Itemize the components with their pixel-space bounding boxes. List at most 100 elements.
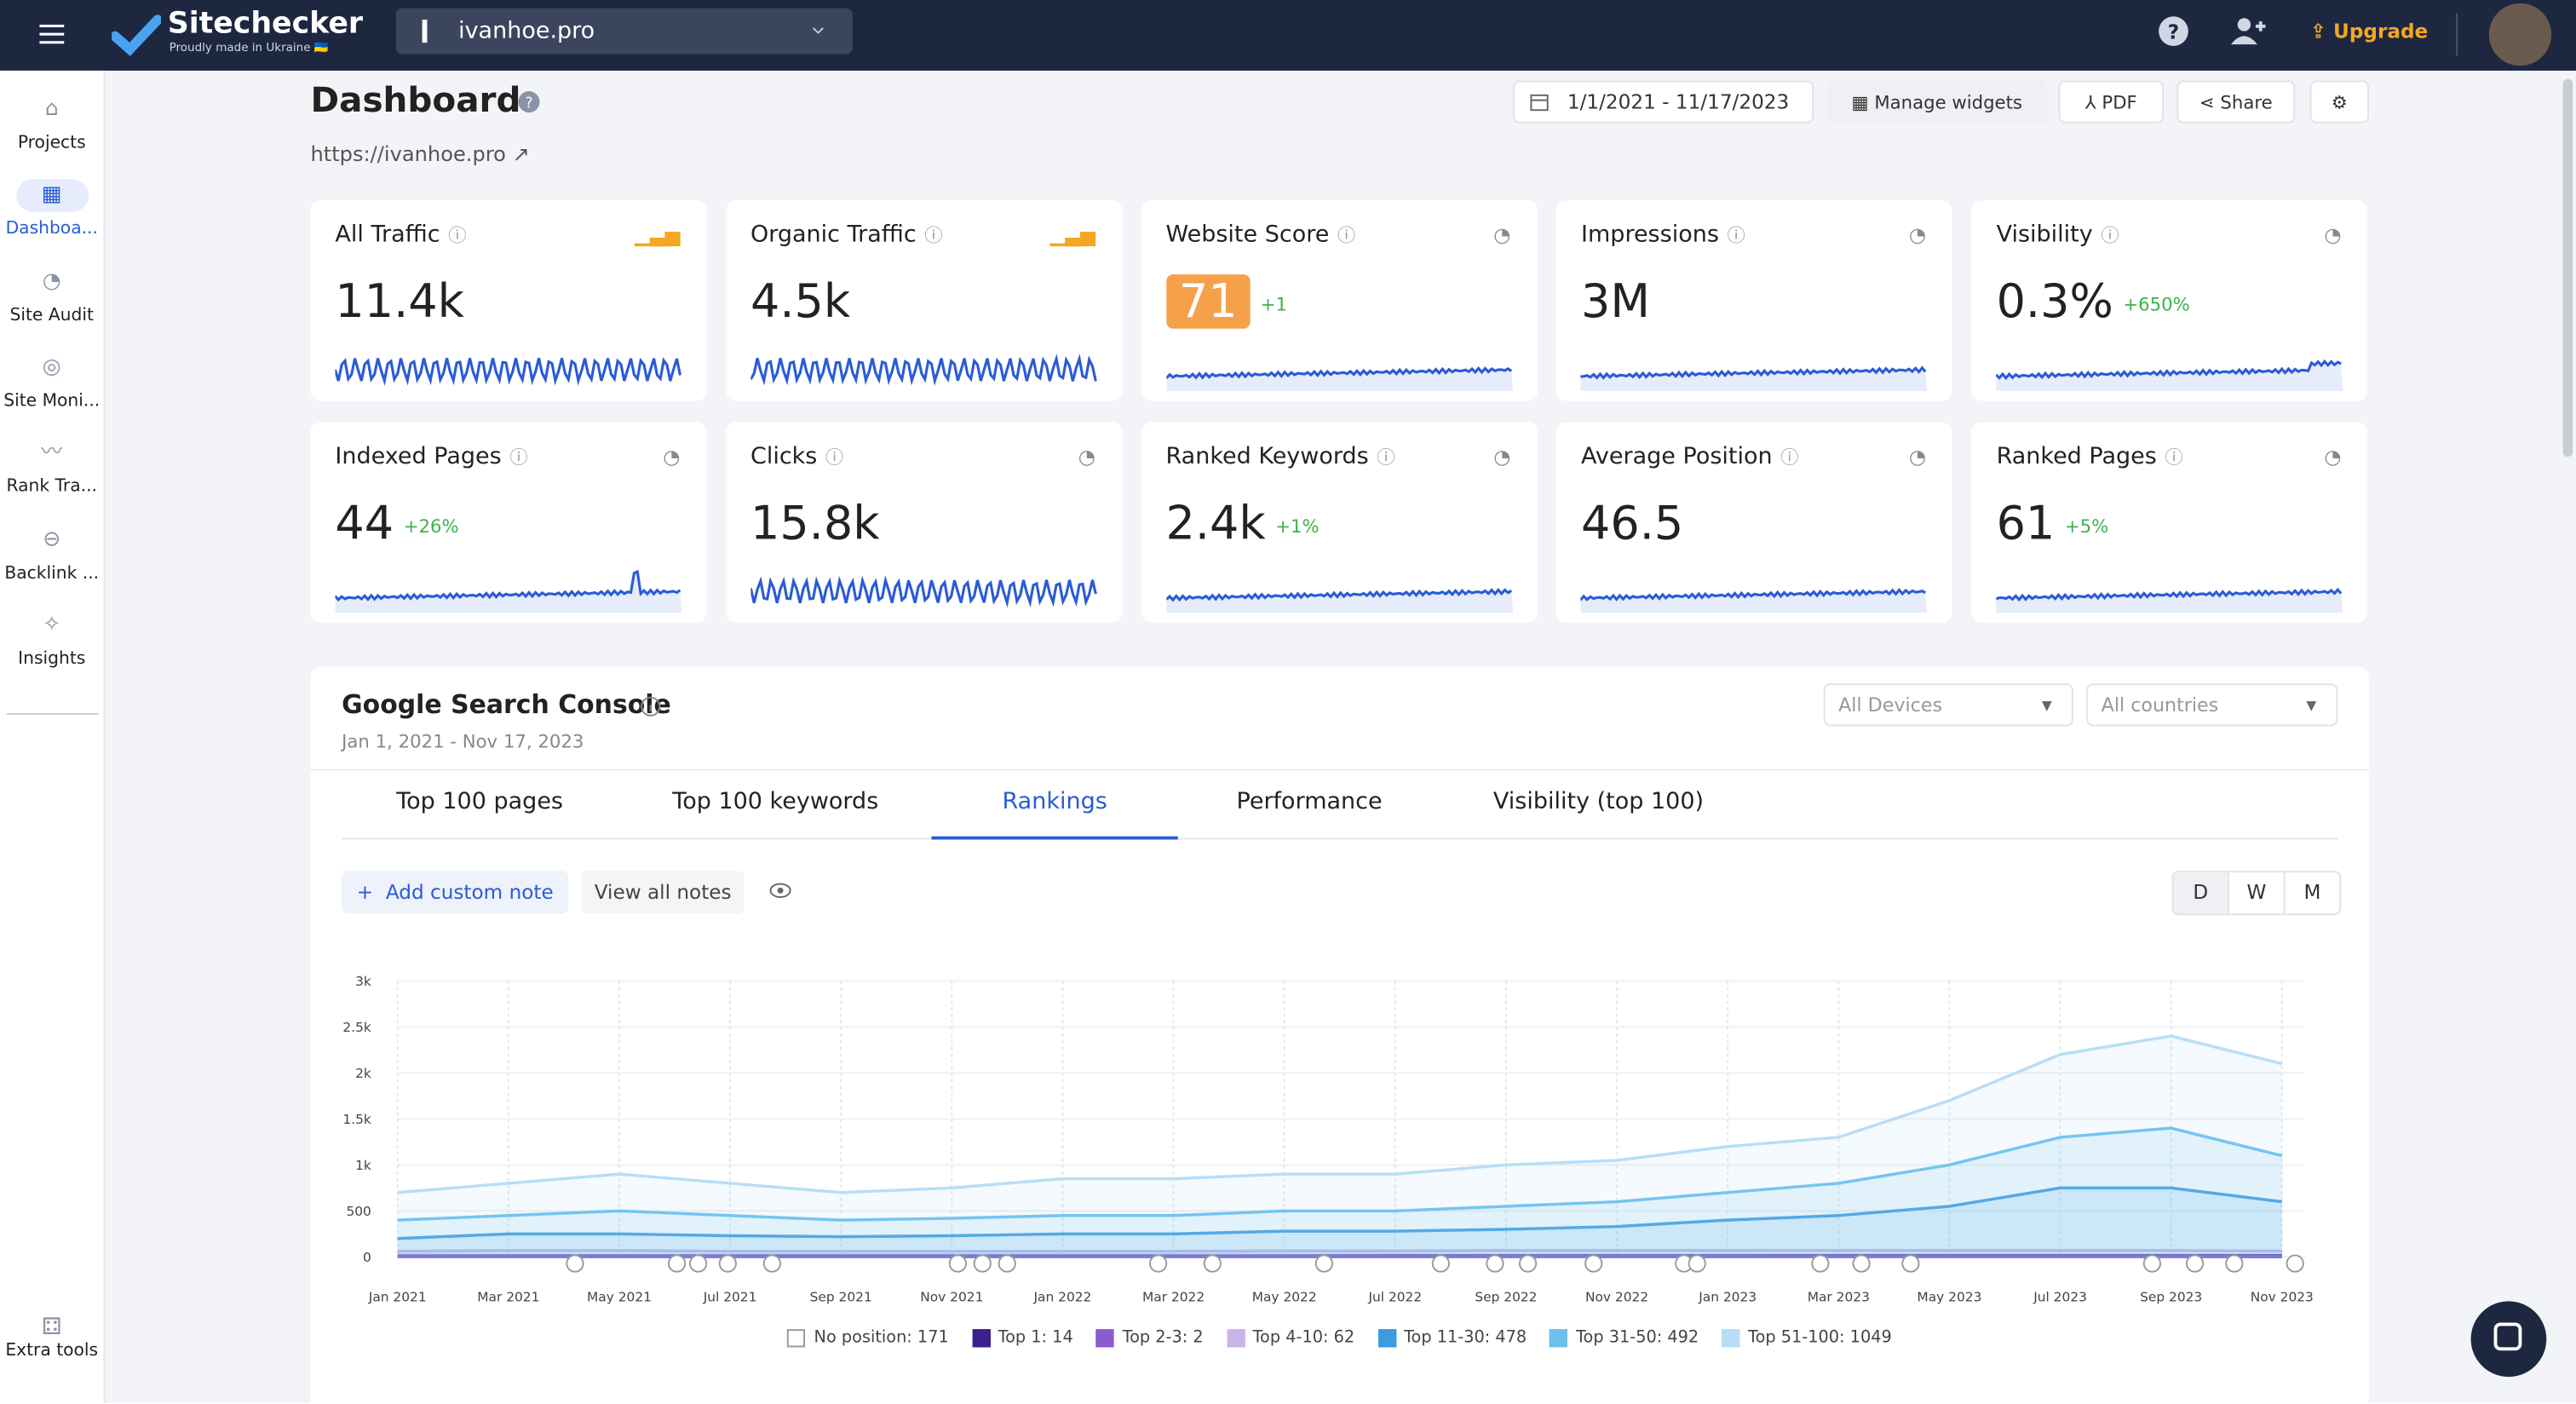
google-update-marker	[2286, 1254, 2304, 1273]
google-update-marker	[1688, 1254, 1706, 1273]
google-update-marker	[762, 1254, 782, 1273]
card-title-text: Impressions	[1581, 222, 1719, 249]
period-option[interactable]: D	[2173, 872, 2228, 914]
legend-item[interactable]: Top 2-3: 2	[1095, 1329, 1204, 1348]
x-tick-label: Jul 2021	[703, 1289, 757, 1304]
card-value-row: 71 +1	[1165, 274, 1287, 329]
manage-widgets[interactable]: ▦ Manage widgets	[1826, 80, 2047, 124]
sparkline-area	[1165, 590, 1513, 613]
sidebar-item[interactable]: ◔ Site Audit	[0, 266, 103, 325]
sparkline	[1996, 587, 2343, 613]
card-value-row: 61 +5%	[1997, 496, 2109, 550]
card-title-text: Visibility	[1996, 222, 2093, 249]
share-button[interactable]: ⋖ Share	[2176, 80, 2296, 124]
google-update-marker	[1486, 1254, 1504, 1273]
pdf-button[interactable]: ⅄ PDF	[2058, 80, 2164, 124]
period-option[interactable]: M	[2283, 872, 2340, 914]
device-filter[interactable]: All Devices ▼	[1823, 683, 2073, 727]
sidebar-item[interactable]: ⌂ Projects	[0, 94, 103, 153]
x-tick-label: Mar 2023	[1808, 1289, 1870, 1304]
sidebar-item[interactable]: ✧ Insights	[0, 609, 103, 669]
info-icon: ⓘ	[509, 446, 528, 469]
sidebar-label: Rank Tra...	[6, 476, 97, 497]
info-icon: ⓘ	[1337, 225, 1356, 247]
card-icon: ◔	[1493, 223, 1511, 247]
metric-card: Ranked Keywords ⓘ ◔ 2.4k +1%	[1141, 422, 1538, 623]
legend-item[interactable]: Top 51-100: 1049	[1722, 1329, 1892, 1348]
sidebar-item[interactable]: ⊖ Backlink ...	[0, 523, 103, 583]
menu-icon[interactable]	[39, 23, 66, 46]
card-value: 0.3%	[1996, 274, 2113, 329]
legend-label: Top 51-100: 1049	[1748, 1329, 1892, 1348]
tab[interactable]: Performance	[1236, 788, 1383, 815]
google-update-marker	[1852, 1254, 1871, 1273]
extra-tools[interactable]: ⚃ Extra tools	[5, 1314, 99, 1361]
page-title: Dashboard	[310, 80, 521, 120]
eye-icon[interactable]	[769, 883, 792, 899]
google-update-marker	[718, 1254, 737, 1273]
date-range[interactable]: 1/1/2021 - 11/17/2023	[1513, 80, 1814, 124]
series-area	[397, 1036, 2282, 1257]
legend-label: Top 31-50: 492	[1576, 1329, 1699, 1348]
sparkline-line	[1996, 359, 2343, 381]
project-select[interactable]: ivanhoe.pro	[395, 8, 853, 55]
period-option[interactable]: W	[2228, 872, 2284, 914]
card-title: All Traffic ⓘ	[335, 222, 466, 248]
chat-button[interactable]	[2470, 1301, 2547, 1378]
svg-text:?: ?	[525, 95, 532, 112]
sidebar-label: Insights	[18, 648, 86, 669]
card-value: 46.5	[1581, 496, 1684, 551]
google-update-marker	[998, 1254, 1016, 1273]
sidebar-item[interactable]: ▦ Dashboa...	[0, 179, 103, 239]
legend-item[interactable]: Top 31-50: 492	[1550, 1329, 1699, 1348]
tab[interactable]: Top 100 keywords	[672, 788, 879, 815]
card-value: 3M	[1581, 274, 1651, 329]
sparkline-area	[335, 571, 682, 613]
card-icon: ▁▃▅	[635, 223, 681, 247]
sidebar-item[interactable]: ◎ Site Moni...	[0, 352, 103, 411]
metric-card: Visibility ⓘ ◔ 0.3% +650%	[1971, 200, 2368, 401]
add-user-icon[interactable]	[2229, 16, 2266, 46]
legend-item[interactable]: No position: 171	[787, 1329, 949, 1348]
tab[interactable]: Top 100 pages	[396, 788, 564, 815]
filter-label: All countries	[2101, 693, 2219, 716]
card-icon: ◔	[1078, 445, 1095, 469]
top-bar: Sitechecker Proudly made in Ukraine 🇺🇦 i…	[0, 0, 2576, 71]
card-value-row: 2.4k +1%	[1166, 496, 1320, 550]
upgrade[interactable]: ⇪ Upgrade	[2309, 20, 2429, 43]
tab[interactable]: Visibility (top 100)	[1492, 788, 1705, 815]
settings-button[interactable]: ⚙	[2309, 80, 2369, 124]
card-value: 15.8k	[750, 496, 880, 551]
google-update-marker	[2225, 1254, 2244, 1273]
card-title: Ranked Pages ⓘ	[1997, 444, 2183, 470]
help-icon[interactable]: ?	[2157, 14, 2190, 48]
tagline: Proudly made in Ukraine 🇺🇦	[169, 41, 329, 55]
button-label: View all notes	[594, 880, 732, 904]
filter-label: All Devices	[1838, 693, 1943, 716]
add-note-button[interactable]: + Add custom note	[342, 871, 569, 914]
series-line	[397, 1126, 2283, 1222]
google-update-marker	[566, 1254, 584, 1273]
card-icon: ◔	[1493, 445, 1511, 469]
legend-item[interactable]: Top 1: 14	[971, 1329, 1073, 1348]
view-notes-button[interactable]: View all notes	[581, 871, 745, 914]
avatar[interactable]	[2488, 3, 2552, 66]
x-tick-label: Jan 2023	[1698, 1289, 1757, 1304]
site-url[interactable]: https://ivanhoe.pro ↗	[310, 141, 530, 166]
svg-text:?: ?	[2168, 21, 2179, 43]
help-icon[interactable]: ?	[517, 90, 540, 113]
site-url-text: https://ivanhoe.pro	[310, 141, 506, 166]
card-value-row: 4.5k	[750, 274, 850, 329]
sparkline	[1581, 365, 1928, 391]
legend-item[interactable]: Top 11-30: 478	[1377, 1329, 1527, 1348]
country-filter[interactable]: All countries ▼	[2086, 683, 2338, 727]
legend-item[interactable]: Top 4-10: 62	[1226, 1329, 1354, 1348]
sidebar-item[interactable]: 〰 Rank Tra...	[0, 437, 103, 497]
sidebar-icon: ◎	[42, 354, 61, 380]
card-title-text: Average Position	[1581, 443, 1773, 470]
y-tick-label: 500	[346, 1204, 371, 1219]
card-title: Ranked Keywords ⓘ	[1166, 444, 1395, 470]
tab[interactable]: Rankings	[931, 789, 1178, 840]
project-name: ivanhoe.pro	[458, 18, 595, 45]
